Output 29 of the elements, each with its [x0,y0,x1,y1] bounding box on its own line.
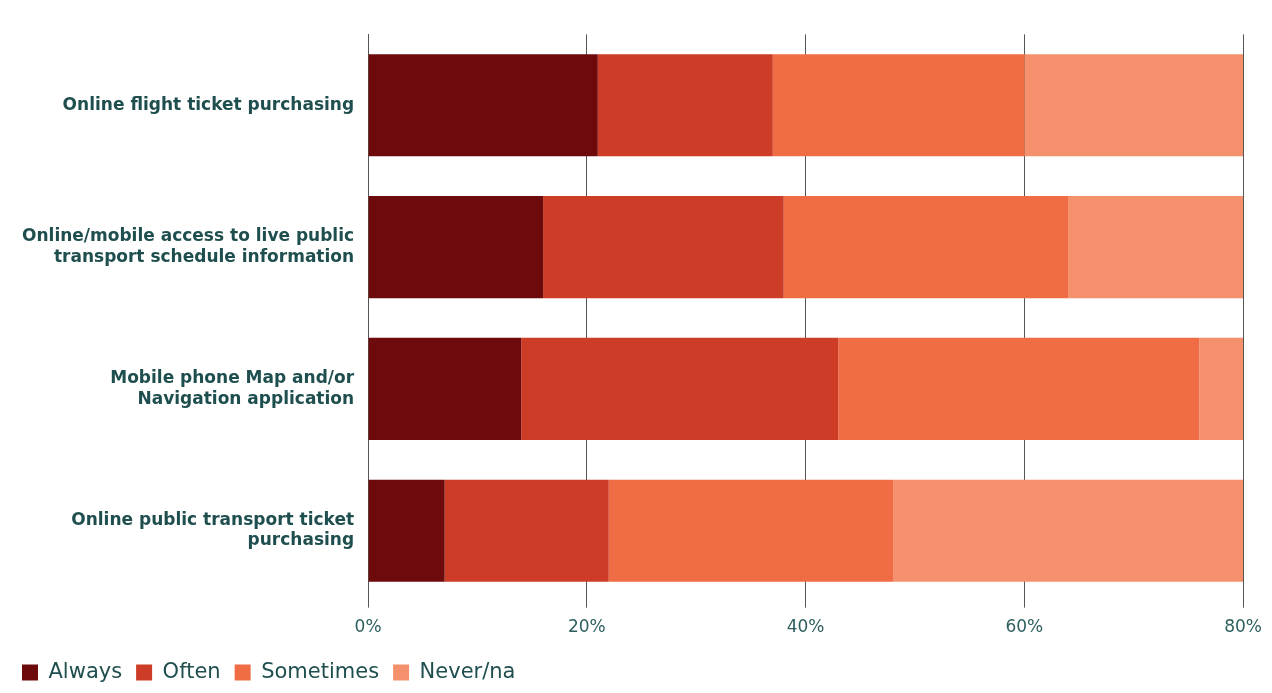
bar [1199,337,1244,440]
bar [597,54,773,157]
bar [521,337,839,440]
bar [368,54,598,157]
bar [543,196,784,299]
bar [838,337,1200,440]
bar [1024,54,1244,157]
bar [893,479,1244,582]
x-tick-label: 0% [354,616,382,637]
bar [368,479,445,582]
bar [608,479,894,582]
bar [444,479,609,582]
legend-label: Always [48,658,123,683]
legend-label: Never/na [419,658,516,683]
y-tick-label: Online/mobile access to live public transport schedule information [22,225,355,266]
x-tick-label: 60% [1005,616,1044,637]
x-tick-label: 20% [567,616,606,637]
bar [1068,196,1244,299]
y-tick-label: Online flight ticket purchasing [62,93,355,114]
x-tick-label: 40% [786,616,825,637]
legend-label: Often [162,658,221,683]
y-tick-label: Online public transport ticket purchasing [71,508,355,550]
bar [368,196,544,299]
legend-label: Sometimes [261,658,380,683]
bar [772,54,1025,157]
x-tick-label: 80% [1224,616,1263,637]
y-tick-label: Mobile phone Map and/or Navigation application [110,367,355,408]
bar [783,196,1069,299]
bar [368,337,522,440]
